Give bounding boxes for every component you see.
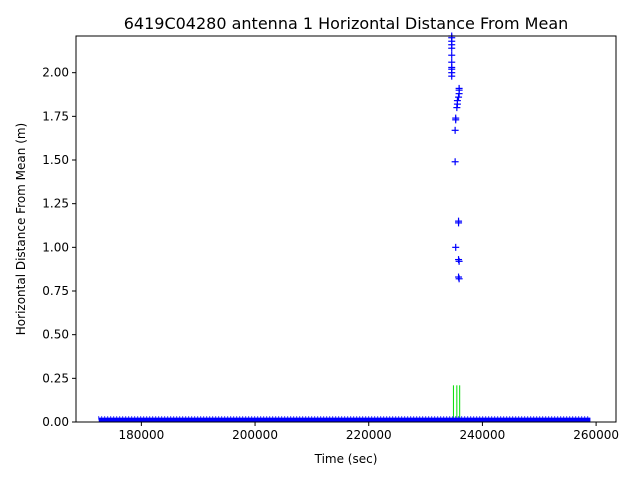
baseline-band xyxy=(98,416,591,422)
y-tick-label: 0.00 xyxy=(42,415,69,429)
y-tick-label: 1.50 xyxy=(42,153,69,167)
x-axis-ticks: 180000 200000 220000 240000 260000 xyxy=(118,422,619,442)
y-tick-label: 2.00 xyxy=(42,66,69,80)
scatter-points xyxy=(448,32,463,283)
axes-frame xyxy=(75,35,617,423)
y-tick-label: 0.75 xyxy=(42,284,69,298)
data-point xyxy=(455,219,463,227)
x-tick-label: 200000 xyxy=(232,428,278,442)
x-tick-label: 180000 xyxy=(118,428,164,442)
y-tick-label: 1.00 xyxy=(42,240,69,254)
x-tick-label: 220000 xyxy=(346,428,392,442)
data-point xyxy=(448,51,456,59)
data-point xyxy=(453,104,461,112)
x-axis-label: Time (sec) xyxy=(314,452,378,466)
data-point xyxy=(452,116,460,124)
y-tick-label: 0.25 xyxy=(42,371,69,385)
x-tick-label: 260000 xyxy=(573,428,619,442)
data-point xyxy=(455,93,463,101)
chart-title: 6419C04280 antenna 1 Horizontal Distance… xyxy=(124,14,569,33)
data-point xyxy=(455,257,463,265)
y-axis-ticks: 0.00 0.25 0.50 0.75 1.00 1.25 1.50 1.75 2.00 xyxy=(42,66,76,429)
y-tick-label: 1.25 xyxy=(42,197,69,211)
y-tick-label: 0.50 xyxy=(42,328,69,342)
y-axis-label: Horizontal Distance From Mean (m) xyxy=(14,123,28,335)
x-tick-label: 240000 xyxy=(460,428,506,442)
data-point xyxy=(451,158,459,166)
data-point xyxy=(448,44,456,52)
y-tick-label: 1.75 xyxy=(42,109,69,123)
plot-area xyxy=(98,32,591,422)
vertical-band-lines xyxy=(452,385,461,422)
data-point xyxy=(455,275,463,283)
data-point xyxy=(452,243,460,251)
data-point xyxy=(451,126,459,134)
baseline-points-band xyxy=(98,417,591,422)
data-point xyxy=(448,72,456,80)
